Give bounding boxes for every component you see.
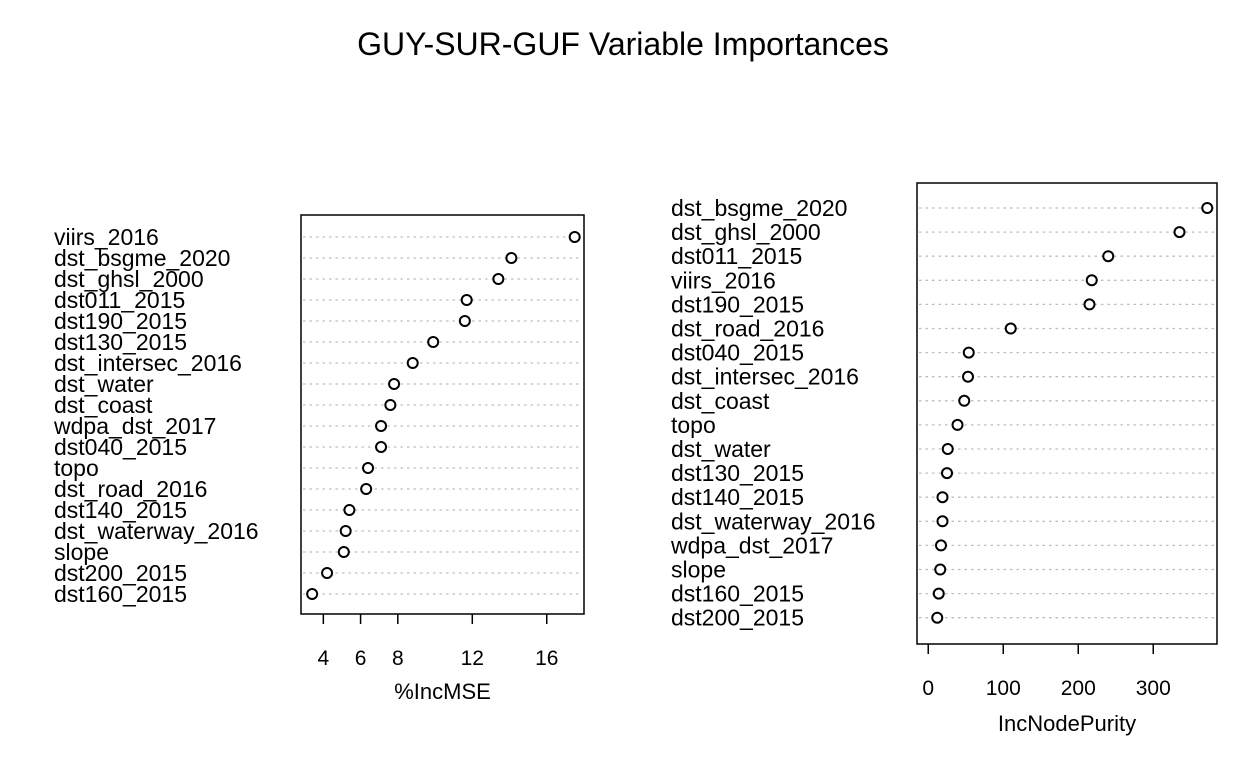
variable-label: viirs_2016 — [54, 224, 159, 250]
variable-label: dst_waterway_2016 — [671, 508, 876, 534]
x-tick-label: 0 — [922, 677, 934, 700]
chart-title: GUY-SUR-GUF Variable Importances — [357, 26, 889, 62]
variable-label: dst040_2015 — [54, 434, 187, 460]
data-point — [1201, 202, 1214, 214]
data-point — [1083, 298, 1096, 311]
x-tick-label: 4 — [317, 647, 329, 670]
data-point — [360, 483, 373, 495]
variable-label: dst011_2015 — [54, 287, 185, 313]
data-point — [1004, 322, 1017, 335]
data-point — [1102, 250, 1115, 263]
variable-label: dst_coast — [54, 392, 153, 418]
variable-label: dst_road_2016 — [54, 476, 207, 502]
variable-label: wdpa_dst_2017 — [670, 532, 833, 558]
variable-label: dst190_2015 — [671, 291, 804, 317]
x-tick-label: 300 — [1136, 677, 1171, 700]
data-point — [375, 420, 388, 432]
variable-label: dst140_2015 — [671, 484, 804, 510]
variable-label: dst160_2015 — [671, 581, 804, 607]
variable-label: dst_ghsl_2000 — [54, 266, 204, 292]
data-point — [931, 611, 944, 624]
variable-label: dst011_2015 — [671, 243, 802, 269]
variable-label: dst_bsgme_2020 — [671, 195, 847, 221]
data-point — [941, 443, 954, 455]
variable-label: dst_bsgme_2020 — [54, 245, 230, 271]
data-point — [388, 378, 401, 390]
variable-label: dst130_2015 — [671, 460, 804, 486]
data-point — [492, 273, 505, 285]
data-point — [1085, 274, 1098, 287]
variable-label: dst_intersec_2016 — [54, 350, 242, 376]
variable-label: dst_ghsl_2000 — [671, 219, 821, 245]
data-point — [427, 336, 440, 348]
data-point — [568, 231, 581, 243]
data-point — [460, 294, 473, 306]
data-point — [375, 441, 388, 453]
x-tick-label: 200 — [1061, 677, 1096, 700]
data-point — [306, 588, 319, 600]
plot-frame — [916, 182, 1218, 645]
variable-label: topo — [54, 455, 99, 481]
data-point — [936, 491, 949, 504]
data-point — [932, 587, 945, 600]
variable-label: dst_intersec_2016 — [671, 364, 859, 390]
incnodepurity-panel: dst_bsgme_2020dst_ghsl_2000dst011_2015vi… — [670, 182, 1218, 736]
data-point — [934, 563, 947, 576]
variable-label: topo — [671, 412, 716, 438]
incmse-panel: viirs_2016dst_bsgme_2020dst_ghsl_2000dst… — [53, 214, 585, 704]
variable-label: dst040_2015 — [671, 340, 804, 366]
variable-label: dst190_2015 — [54, 308, 187, 334]
data-point — [941, 467, 953, 480]
data-point — [337, 546, 350, 558]
data-point — [1173, 226, 1186, 239]
variable-label: wdpa_dst_2017 — [53, 413, 216, 439]
data-point — [936, 515, 949, 528]
variable-label: slope — [671, 557, 726, 583]
variable-label: dst130_2015 — [54, 329, 187, 355]
variable-label: dst200_2015 — [54, 560, 187, 586]
x-tick-label: 8 — [392, 647, 404, 670]
variable-label: dst_water — [671, 436, 771, 462]
data-point — [339, 525, 352, 537]
x-tick-label: 100 — [986, 677, 1021, 700]
x-tick-label: 6 — [355, 647, 367, 670]
variable-label: dst_water — [54, 371, 154, 397]
data-point — [958, 394, 971, 407]
data-point — [362, 462, 375, 474]
variable-label: dst_road_2016 — [671, 316, 824, 342]
variable-label: slope — [54, 539, 109, 565]
data-point — [935, 539, 947, 552]
variable-label: dst_waterway_2016 — [54, 518, 259, 544]
data-point — [951, 418, 964, 431]
data-point — [384, 399, 397, 411]
x-tick-label: 12 — [461, 647, 484, 670]
data-point — [458, 315, 471, 327]
data-point — [343, 504, 356, 516]
data-point — [962, 346, 975, 359]
data-point — [406, 357, 419, 369]
data-point — [321, 567, 334, 579]
x-axis-title: %IncMSE — [394, 679, 491, 704]
x-tick-label: 16 — [535, 647, 558, 670]
variable-label: dst160_2015 — [54, 581, 187, 607]
variable-label: viirs_2016 — [671, 267, 776, 293]
variable-label: dst_coast — [671, 388, 770, 414]
data-point — [505, 252, 518, 264]
variable-label: dst200_2015 — [671, 605, 804, 631]
plot-frame — [300, 214, 585, 615]
x-axis-title: IncNodePurity — [998, 711, 1136, 736]
data-point — [962, 370, 974, 383]
variable-label: dst140_2015 — [54, 497, 187, 523]
